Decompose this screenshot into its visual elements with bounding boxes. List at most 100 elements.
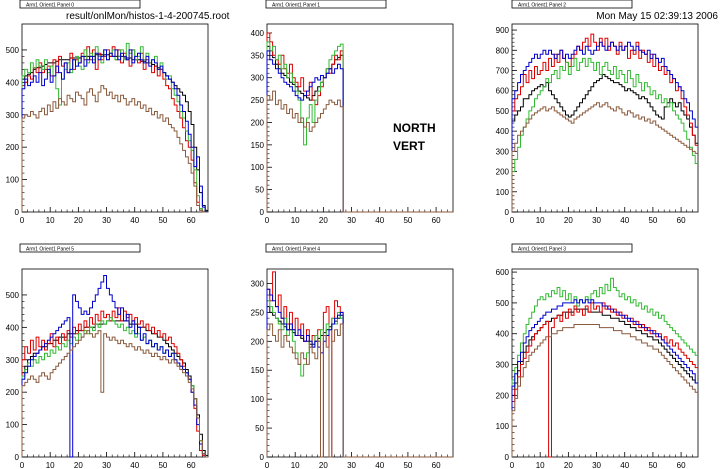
panel-4-xtick-label: 0 [265,461,270,469]
panel-2-series-blue [511,41,698,212]
panel-4-xtick-label: 20 [319,461,328,469]
panel-3-xtick-label: 20 [74,461,83,469]
panel-4-frame [266,268,454,458]
panel-0-title-box [19,0,141,9]
panel-3-title-box [19,243,141,253]
panel-0-xtick-label: 40 [130,216,139,225]
panel-0-series-blue [21,49,208,212]
panel-5-series-black [511,308,698,457]
panel-5-ytick-label: 200 [496,391,510,400]
panel-0-xtick-label: 0 [20,216,25,225]
panel-4-title: Arm1 Orient1 Panel 4 [272,247,320,253]
panel-4-ytick-label: 300 [251,279,265,288]
panel-1-xtick-label: 20 [319,216,328,225]
panel-3-ytick-label: 500 [6,291,20,300]
panel-2-series-red [511,33,698,212]
panel-0-xtick-label: 60 [187,216,196,225]
panel-4-ytick-label: 50 [255,424,264,433]
panel-0-ytick-label: 400 [6,78,20,87]
panel-3-series-red [21,307,208,458]
panel-5-series-red [511,302,698,458]
panel-3-xtick-label: 0 [20,461,25,469]
panel-5-series-brown [511,324,698,457]
panel-0-ytick-label: 500 [6,46,20,55]
panel-5-ytick-label: 500 [496,299,510,308]
panel-1-xtick-label: 50 [403,216,412,225]
panel-0-ytick-label: 300 [6,111,20,120]
panel-4-xtick-label: 30 [347,461,356,469]
panel-2-series-green [511,57,698,212]
panel-2-ytick-label: 300 [496,147,510,156]
panel-0-ytick-label: 200 [6,143,20,152]
panel-2-ytick-label: 900 [496,26,510,35]
panel-3-xtick-label: 40 [130,461,139,469]
panel-1-xtick-label: 10 [291,216,300,225]
panel-4-xtick-label: 60 [432,461,441,469]
panel-0-xtick-label: 20 [74,216,83,225]
panel-4-ytick-label: 100 [251,395,265,404]
panel-5-xtick-label: 60 [677,461,686,469]
panel-2-ytick-label: 800 [496,46,510,55]
panel-1-xtick-label: 30 [347,216,356,225]
panel-2-xtick-label: 0 [510,216,515,225]
panel-5-ytick-label: 600 [496,268,510,277]
panel-5-ytick-label: 400 [496,330,510,339]
panel-2-title: Arm1 Orient1 Panel 2 [518,3,566,9]
panel-0-ytick-label: 100 [6,176,20,185]
panel-5-ytick-label: 0 [505,453,510,462]
panel-1-ytick-label: 250 [251,96,265,105]
panel-2-ytick-label: 0 [505,208,510,217]
panel-5-title: Arm1 Orient1 Panel 3 [518,247,566,253]
panel-4-xtick-label: 10 [291,461,300,469]
panel-4-ytick-label: 250 [251,308,265,317]
panel-1-xtick-label: 0 [265,216,270,225]
panel-0-series-green [21,42,208,213]
panel-5-frame [511,268,699,458]
panel-0-xtick-label: 10 [46,216,55,225]
panel-5-xtick-label: 40 [620,461,629,469]
panel-3-series-brown [21,330,208,458]
panel-3-title: Arm1 Orient1 Panel 5 [26,247,74,253]
panel-4-series-blue [266,288,453,458]
panel-2-series-brown [511,102,698,212]
panel-2-xtick-label: 50 [648,216,657,225]
panel-4-ytick-label: 200 [251,337,265,346]
panel-1-ytick-label: 200 [251,118,265,127]
annotation-vert: VERT [393,139,426,153]
panel-5-series-green [511,277,698,457]
panel-1-ytick-label: 0 [260,208,265,217]
panel-2-ytick-label: 700 [496,66,510,75]
panel-5-xtick-label: 50 [648,461,657,469]
panel-3-ytick-label: 200 [6,388,20,397]
panel-2-xtick-label: 20 [564,216,573,225]
panel-5-title-box [511,243,633,253]
panel-2-ytick-label: 400 [496,127,510,136]
panel-1-ytick-label: 400 [251,29,265,38]
panel-4-title-box [265,243,387,253]
panel-5-xtick-label: 10 [536,461,545,469]
panel-1-ytick-label: 100 [251,163,265,172]
panel-3-xtick-label: 30 [102,461,111,469]
panel-5-xtick-label: 30 [592,461,601,469]
panel-3-xtick-label: 50 [158,461,167,469]
panel-3-ytick-label: 100 [6,421,20,430]
panel-4-series-red [266,271,453,458]
panel-0-xtick-label: 30 [102,216,111,225]
panel-3-xtick-label: 60 [187,461,196,469]
panel-0-ytick-label: 0 [15,208,20,217]
panel-4-xtick-label: 50 [403,461,412,469]
panel-1-xtick-label: 40 [375,216,384,225]
panel-2-xtick-label: 10 [536,216,545,225]
panel-3-series-blue [21,275,208,458]
panel-2-ytick-label: 200 [496,168,510,177]
panel-0-xtick-label: 50 [158,216,167,225]
panel-4-xtick-label: 40 [375,461,384,469]
panel-2-xtick-label: 60 [677,216,686,225]
annotation-north: NORTH [393,121,436,135]
panel-1-title: Arm1 Orient1 Panel 1 [272,3,320,9]
panel-5-xtick-label: 20 [564,461,573,469]
panel-2-frame [511,23,699,213]
panel-2-xtick-label: 30 [592,216,601,225]
panel-1-title-box [265,0,387,9]
